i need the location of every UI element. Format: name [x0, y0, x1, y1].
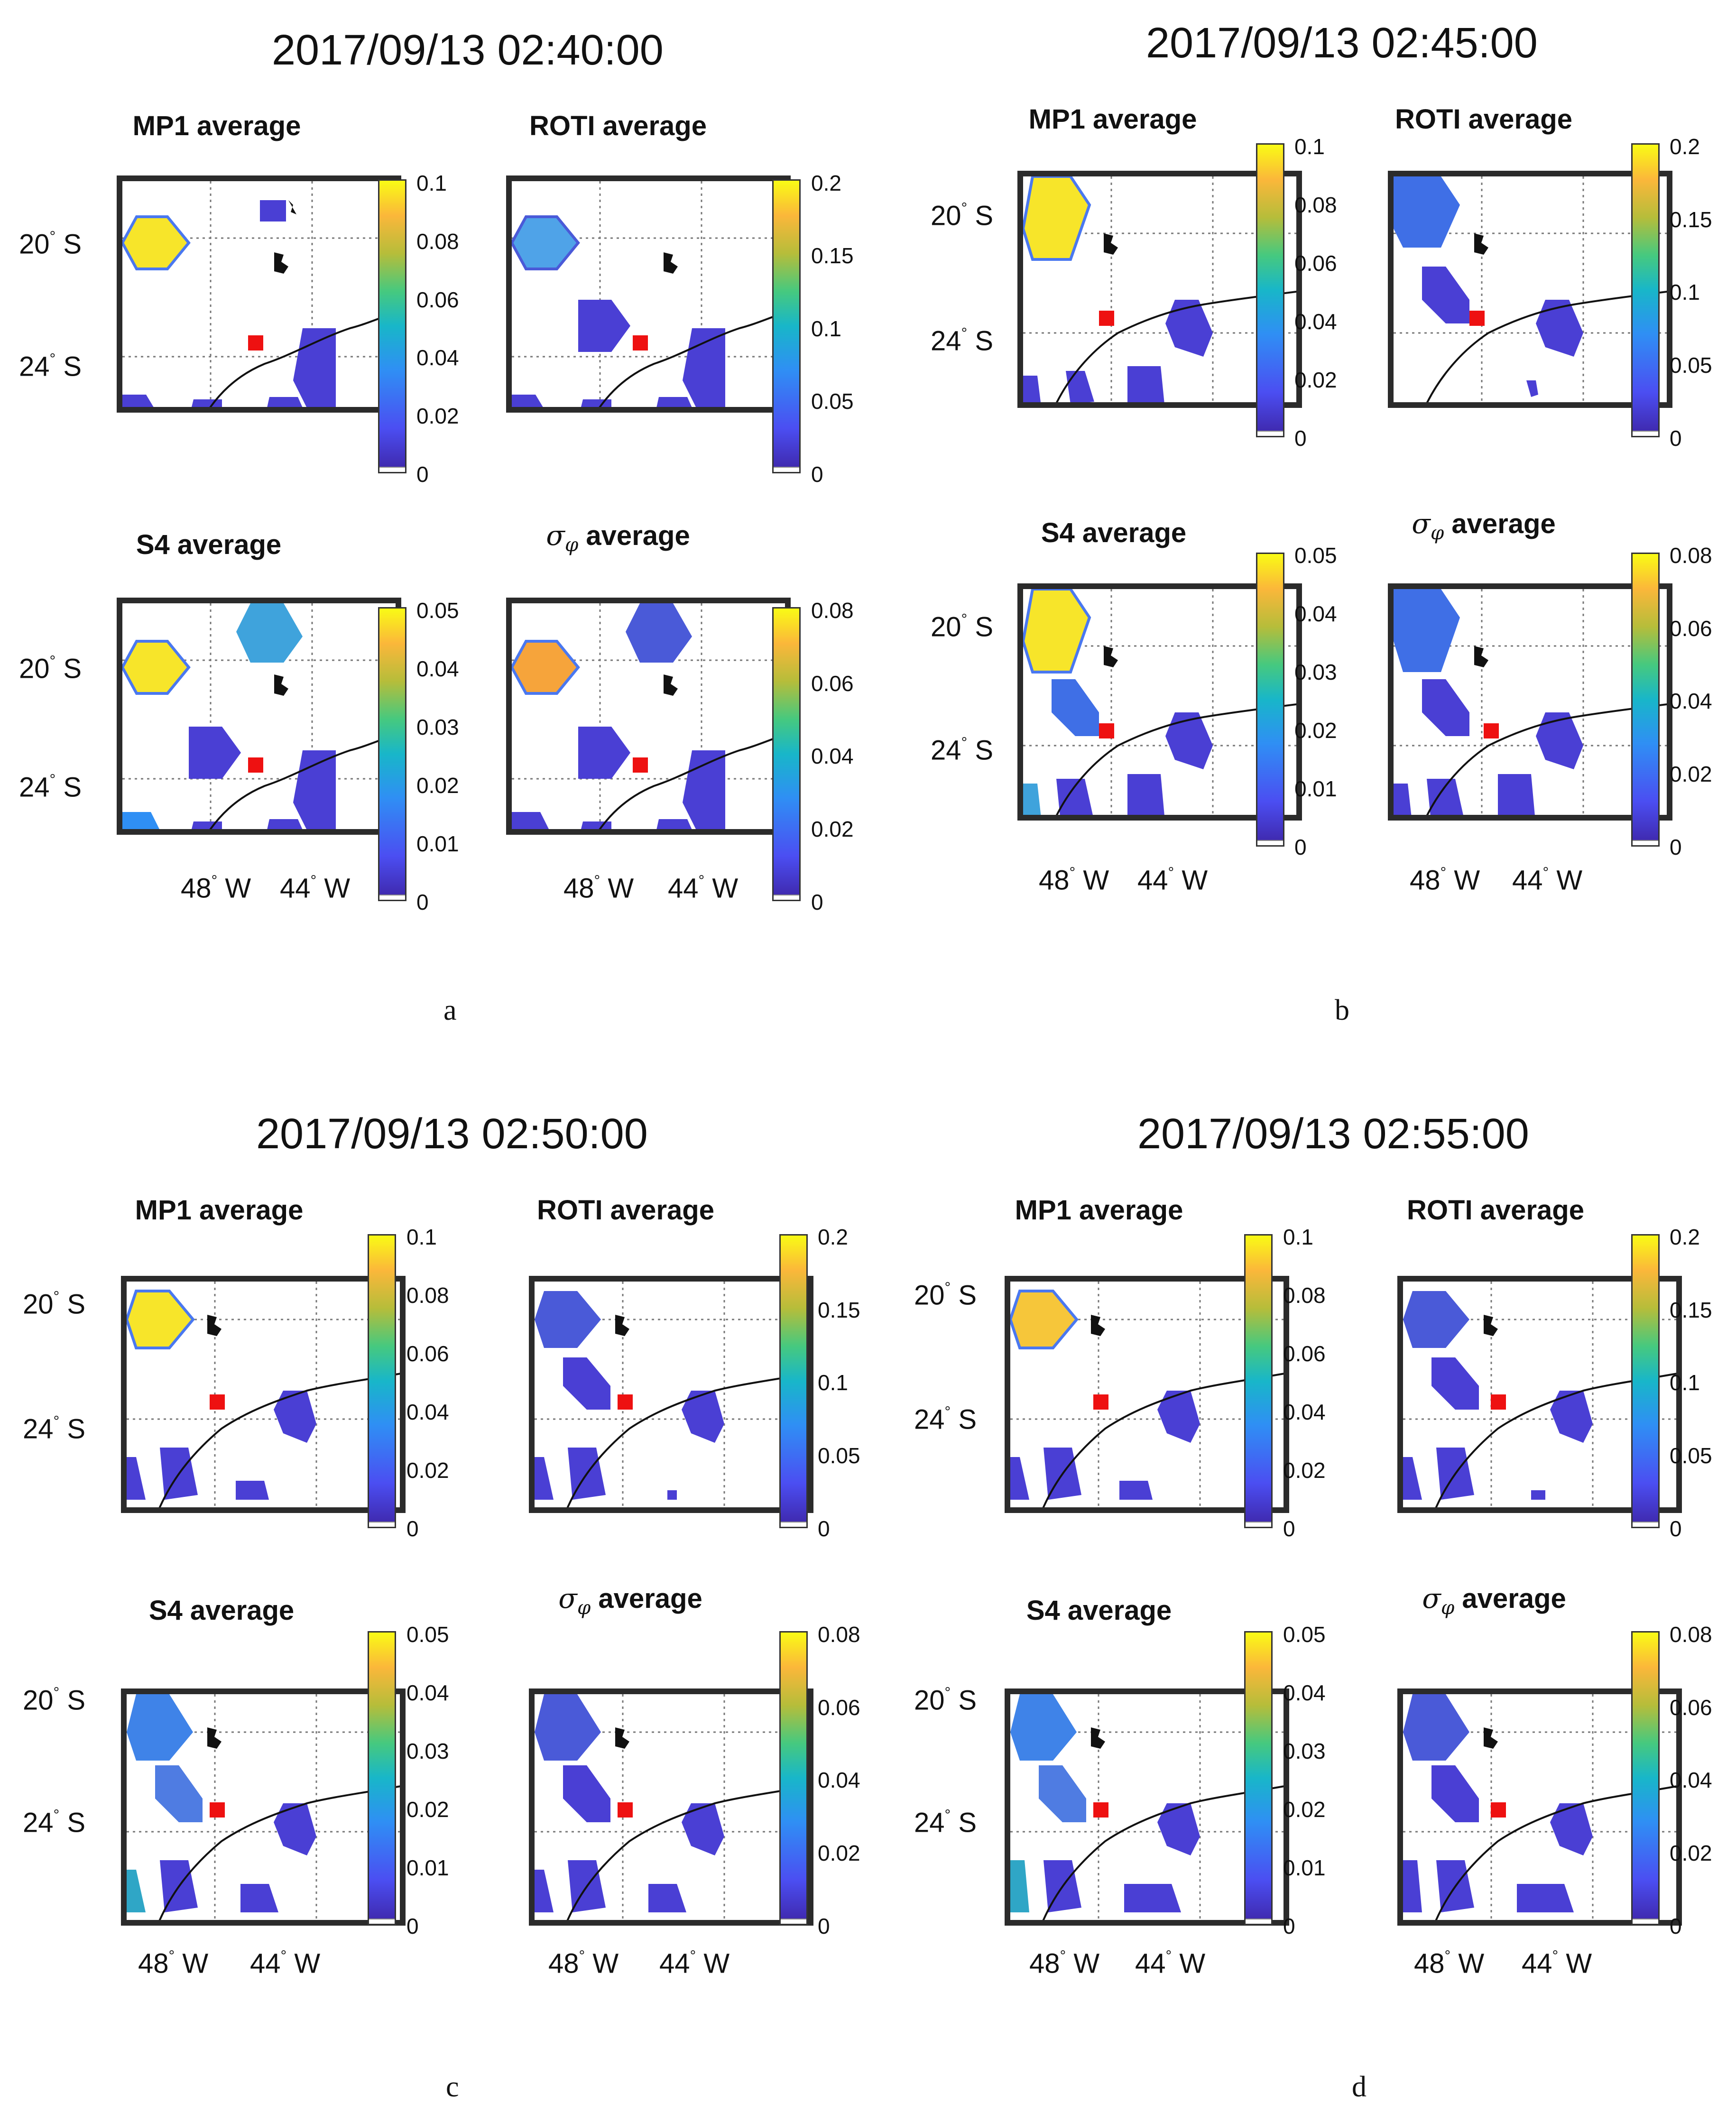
roti-title: ROTI average [1407, 1195, 1584, 1226]
group-a-title: 2017/09/13 02:40:00 [272, 27, 664, 74]
s4-colorbar [1256, 553, 1284, 847]
s4-lon-44: 44° W [280, 872, 351, 904]
s4-title: S4 average [136, 529, 282, 560]
roti-title: ROTI average [1395, 104, 1572, 135]
s4-lon-44: 44° W [250, 1947, 321, 1979]
roti-colorbar [1631, 143, 1660, 437]
s4-title: S4 average [1041, 517, 1187, 548]
s4-lat-24: 24° S [914, 1806, 977, 1838]
s4-lat-24: 24° S [931, 734, 994, 766]
sigma-colorbar [1631, 1631, 1660, 1925]
s4-map [1005, 1688, 1289, 1926]
s4-lat-20: 20° S [914, 1684, 977, 1716]
s4-map [121, 1688, 406, 1926]
sigma-lon-48: 48° W [563, 872, 634, 904]
roti-colorbar [1631, 1234, 1660, 1528]
sigma-title: σφ average [546, 519, 690, 556]
caption-a: a [443, 994, 457, 1026]
roti-colorbar [779, 1234, 808, 1528]
sigma-colorbar [779, 1631, 808, 1925]
sigma-map [529, 1688, 813, 1926]
mp1-map [1005, 1276, 1289, 1513]
sigma-colorbar [772, 607, 801, 901]
mp1-title: MP1 average [1028, 104, 1197, 135]
sigma-lon-44: 44° W [1522, 1947, 1592, 1979]
s4-colorbar [378, 607, 406, 901]
mp1-lat-24: 24° S [23, 1412, 86, 1445]
mp1-colorbar [1244, 1234, 1273, 1528]
sigma-lon-44: 44° W [659, 1947, 730, 1979]
roti-title: ROTI average [529, 111, 707, 141]
roti-map [1388, 171, 1672, 408]
s4-lat-20: 20° S [23, 1684, 86, 1716]
mp1-title: MP1 average [1015, 1195, 1183, 1226]
group-d-title: 2017/09/13 02:55:00 [1137, 1110, 1529, 1158]
mp1-lat-20: 20° S [23, 1288, 86, 1320]
s4-lon-48: 48° W [1039, 864, 1109, 896]
s4-colorbar [368, 1631, 396, 1925]
mp1-lat-24: 24° S [19, 350, 82, 382]
sigma-map [1388, 583, 1672, 821]
s4-map [117, 598, 401, 835]
roti-title: ROTI average [537, 1195, 714, 1226]
mp1-lat-20: 20° S [914, 1279, 977, 1311]
sigma-lon-48: 48° W [1414, 1947, 1485, 1979]
group-b-title: 2017/09/13 02:45:00 [1146, 19, 1538, 67]
mp1-map [117, 175, 401, 413]
sigma-lon-48: 48° W [1410, 864, 1480, 896]
s4-title: S4 average [1026, 1595, 1172, 1626]
s4-lon-44: 44° W [1137, 864, 1208, 896]
sigma-lon-48: 48° W [548, 1947, 619, 1979]
mp1-colorbar [368, 1234, 396, 1528]
s4-lat-20: 20° S [931, 610, 994, 643]
mp1-map [1017, 171, 1302, 408]
mp1-lat-24: 24° S [931, 324, 994, 357]
s4-map [1017, 583, 1302, 821]
s4-lon-44: 44° W [1135, 1947, 1206, 1979]
mp1-colorbar [1256, 143, 1284, 437]
mp1-map [121, 1276, 406, 1513]
roti-colorbar [772, 179, 801, 473]
roti-map [529, 1276, 813, 1513]
sigma-map [506, 598, 791, 835]
s4-lat-24: 24° S [19, 771, 82, 803]
sigma-title: σφ average [558, 1582, 702, 1619]
s4-colorbar [1244, 1631, 1273, 1925]
s4-lat-20: 20° S [19, 652, 82, 684]
sigma-colorbar [1631, 553, 1660, 847]
group-c-title: 2017/09/13 02:50:00 [256, 1110, 648, 1158]
sigma-lon-44: 44° W [668, 872, 739, 904]
s4-lon-48: 48° W [181, 872, 251, 904]
sigma-title: σφ average [1412, 507, 1556, 544]
s4-title: S4 average [148, 1595, 295, 1626]
caption-b: b [1335, 994, 1349, 1026]
caption-c: c [446, 2071, 459, 2103]
roti-map [506, 175, 791, 413]
mp1-lat-24: 24° S [914, 1403, 977, 1435]
sigma-title: σφ average [1422, 1582, 1566, 1619]
s4-lat-24: 24° S [23, 1806, 86, 1838]
mp1-lat-20: 20° S [19, 228, 82, 260]
mp1-colorbar [378, 179, 406, 473]
mp1-title: MP1 average [135, 1195, 304, 1226]
s4-lon-48: 48° W [1029, 1947, 1100, 1979]
mp1-title: MP1 average [132, 111, 301, 141]
caption-d: d [1352, 2071, 1367, 2103]
mp1-lat-20: 20° S [931, 199, 994, 231]
sigma-lon-44: 44° W [1512, 864, 1583, 896]
s4-lon-48: 48° W [138, 1947, 209, 1979]
